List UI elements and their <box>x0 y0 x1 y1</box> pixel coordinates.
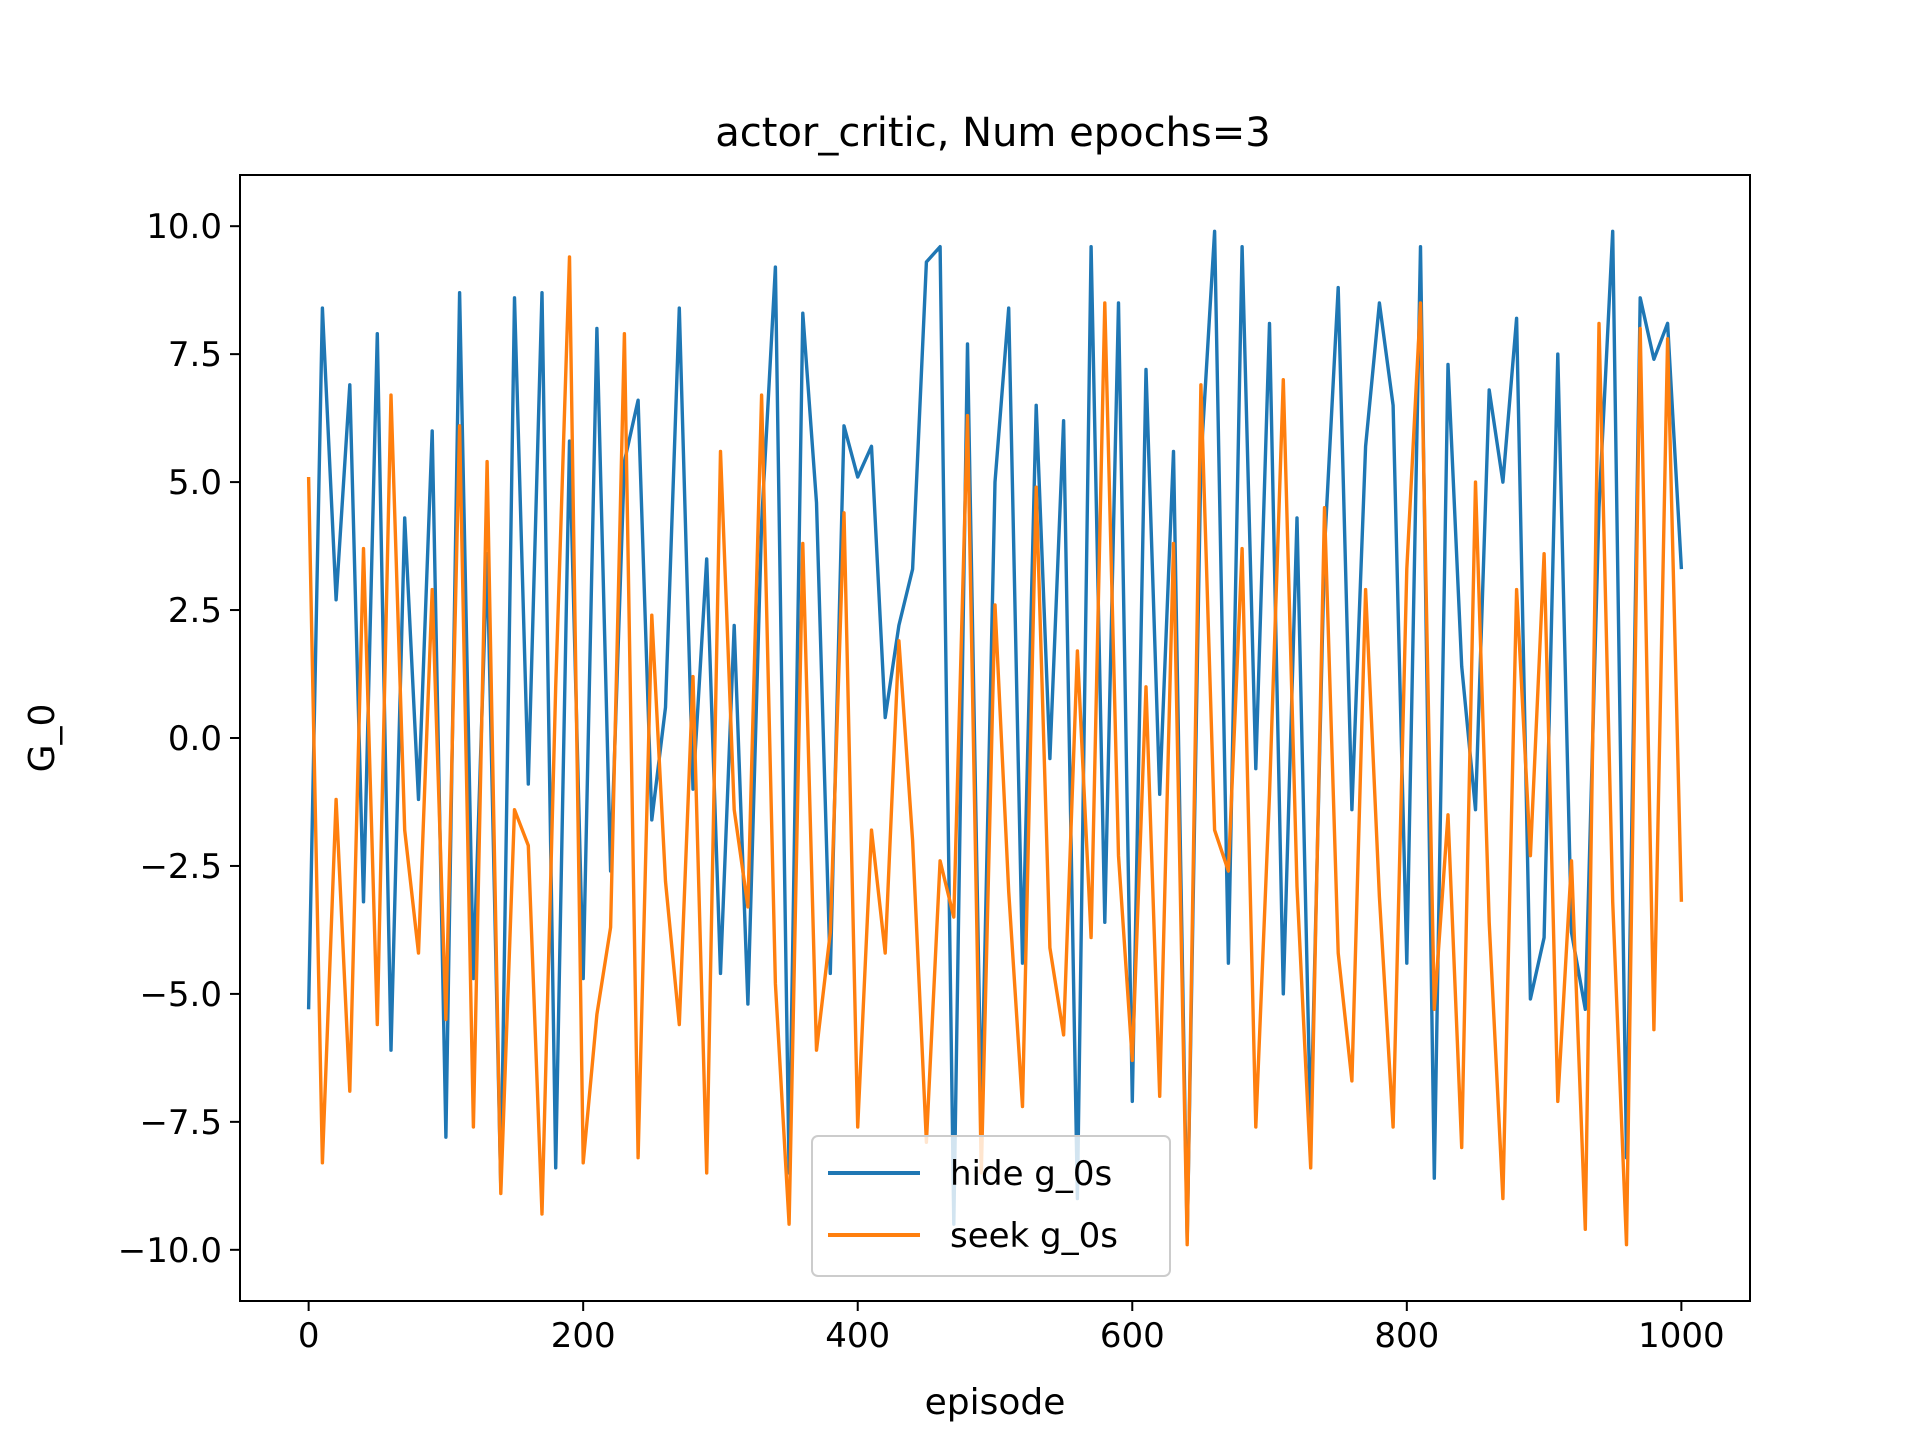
y-tick-label: −2.5 <box>139 847 222 887</box>
y-tick-label: 2.5 <box>168 591 222 631</box>
legend-label: hide g_0s <box>950 1154 1112 1194</box>
y-tick-label: 5.0 <box>168 463 222 503</box>
plot-frame <box>239 174 1751 1302</box>
x-tick-label: 0 <box>298 1316 320 1356</box>
series-line-hide <box>306 229 1684 1242</box>
x-tick-label: 600 <box>1100 1316 1165 1356</box>
y-tick-label: 10.0 <box>146 207 222 247</box>
x-tick-label: 400 <box>825 1316 890 1356</box>
y-tick-label: −7.5 <box>139 1103 222 1143</box>
y-tick-label: 0.0 <box>168 719 222 759</box>
y-tick-label: −10.0 <box>118 1231 222 1271</box>
x-tick-label: 800 <box>1374 1316 1439 1356</box>
x-axis: 0 200 400 600 800 1000 <box>298 1301 1725 1356</box>
legend-label: seek g_0s <box>950 1216 1118 1256</box>
x-axis-label: episode <box>925 1382 1066 1423</box>
x-tick-label: 1000 <box>1638 1316 1725 1356</box>
y-axis-label: G_0 <box>22 704 63 773</box>
y-axis: −10.0 −7.5 −5.0 −2.5 0.0 2.5 5.0 7.5 10.0 <box>118 207 240 1271</box>
y-tick-label: −5.0 <box>139 975 222 1015</box>
y-tick-label: 7.5 <box>168 335 222 375</box>
plot-area <box>306 229 1684 1247</box>
chart-title: actor_critic, Num epochs=3 <box>715 110 1270 156</box>
series-line-seek <box>306 255 1684 1247</box>
x-tick-label: 200 <box>551 1316 616 1356</box>
